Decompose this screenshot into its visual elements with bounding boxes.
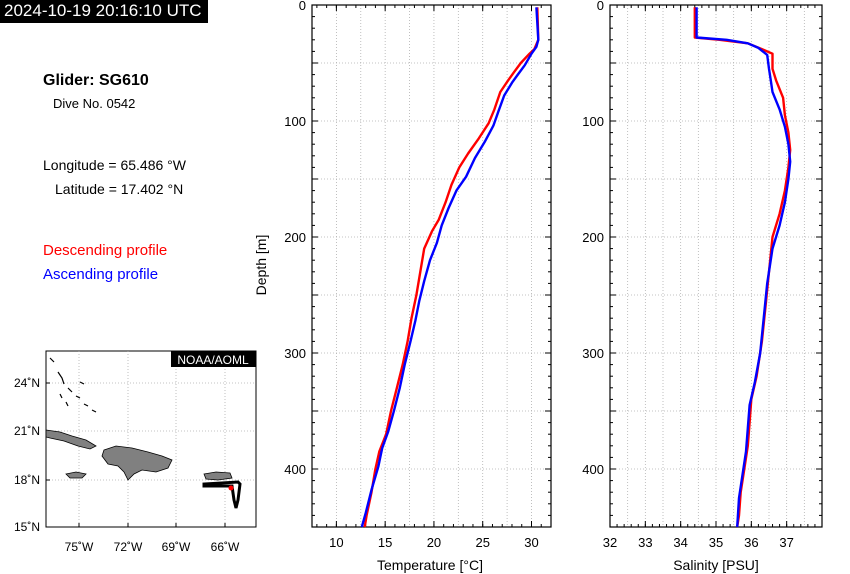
latitude-text: Latitude = 17.402 °N — [55, 181, 184, 197]
glider-track — [202, 480, 242, 509]
map-lat-label: 24˚N — [14, 376, 40, 390]
longitude-text: Longitude = 65.486 °W — [43, 157, 186, 173]
x-tick-label: 25 — [475, 535, 489, 550]
dive-number: Dive No. 0542 — [53, 96, 136, 111]
temperature-xlabel: Temperature [°C] — [377, 557, 483, 573]
depth-ylabel: Depth [m] — [253, 235, 269, 296]
y-tick-label: 200 — [582, 230, 604, 245]
y-tick-label: 0 — [597, 0, 604, 13]
map-lon-label: 69˚W — [162, 540, 191, 554]
bahamas-islands — [49, 357, 97, 413]
y-tick-label: 400 — [582, 462, 604, 477]
x-tick-label: 34 — [673, 535, 687, 550]
hispaniola-land — [101, 445, 173, 481]
x-tick-label: 10 — [329, 535, 343, 550]
map-credit: NOAA/AOML — [177, 353, 249, 367]
map-lat-label: 15˚N — [14, 520, 40, 534]
x-tick-label: 32 — [603, 535, 617, 550]
legend-ascending: Ascending profile — [43, 266, 159, 283]
plot-frame — [311, 4, 552, 528]
map-lon-label: 75˚W — [65, 540, 94, 554]
salinity-xlabel: Salinity [PSU] — [673, 557, 759, 573]
salinity-chart: 0 100 200 300 400 32 33 34 35 36 37 — [582, 0, 823, 550]
timestamp: 2024-10-19 20:16:10 UTC — [0, 0, 208, 23]
x-tick-label: 37 — [779, 535, 793, 550]
glider-title: Glider: SG610 — [43, 72, 149, 89]
x-tick-label: 36 — [744, 535, 758, 550]
temperature-chart: 0 100 200 300 400 10 15 20 25 30 — [284, 0, 552, 550]
map-lon-label: 72˚W — [114, 540, 143, 554]
x-tick-label: 33 — [638, 535, 652, 550]
ascending-profile-line — [695, 7, 792, 528]
cuba-land — [45, 429, 97, 450]
map-labels: 24˚N 21˚N 18˚N 15˚N 75˚W 72˚W 69˚W 66˚W — [14, 376, 240, 554]
map-inset: NOAA/AOML 24˚N 21˚N 18˚N 15˚N 75˚W 72˚W 69˚W 66… — [14, 350, 257, 554]
jamaica-land — [65, 471, 87, 479]
map-lon-label: 66˚W — [211, 540, 240, 554]
x-tick-label: 15 — [378, 535, 392, 550]
y-tick-label: 100 — [582, 114, 604, 129]
map-lat-label: 18˚N — [14, 473, 40, 487]
x-tick-label: 20 — [427, 535, 441, 550]
y-tick-label: 200 — [284, 230, 306, 245]
y-tick-label: 300 — [284, 346, 306, 361]
map-land — [45, 357, 233, 481]
y-tick-label: 100 — [284, 114, 306, 129]
legend-descending: Descending profile — [43, 242, 168, 259]
y-tick-label: 400 — [284, 462, 306, 477]
y-tick-label: 0 — [299, 0, 306, 13]
y-tick-label: 300 — [582, 346, 604, 361]
x-tick-label: 30 — [524, 535, 538, 550]
map-lat-label: 21˚N — [14, 424, 40, 438]
descending-profile-line — [693, 7, 792, 528]
puerto-rico-land — [203, 471, 233, 481]
map-credit-box — [171, 351, 256, 367]
glider-position-marker — [228, 485, 234, 491]
x-tick-label: 35 — [709, 535, 723, 550]
descending-profile-line — [363, 7, 540, 528]
ascending-profile-line — [360, 7, 540, 528]
